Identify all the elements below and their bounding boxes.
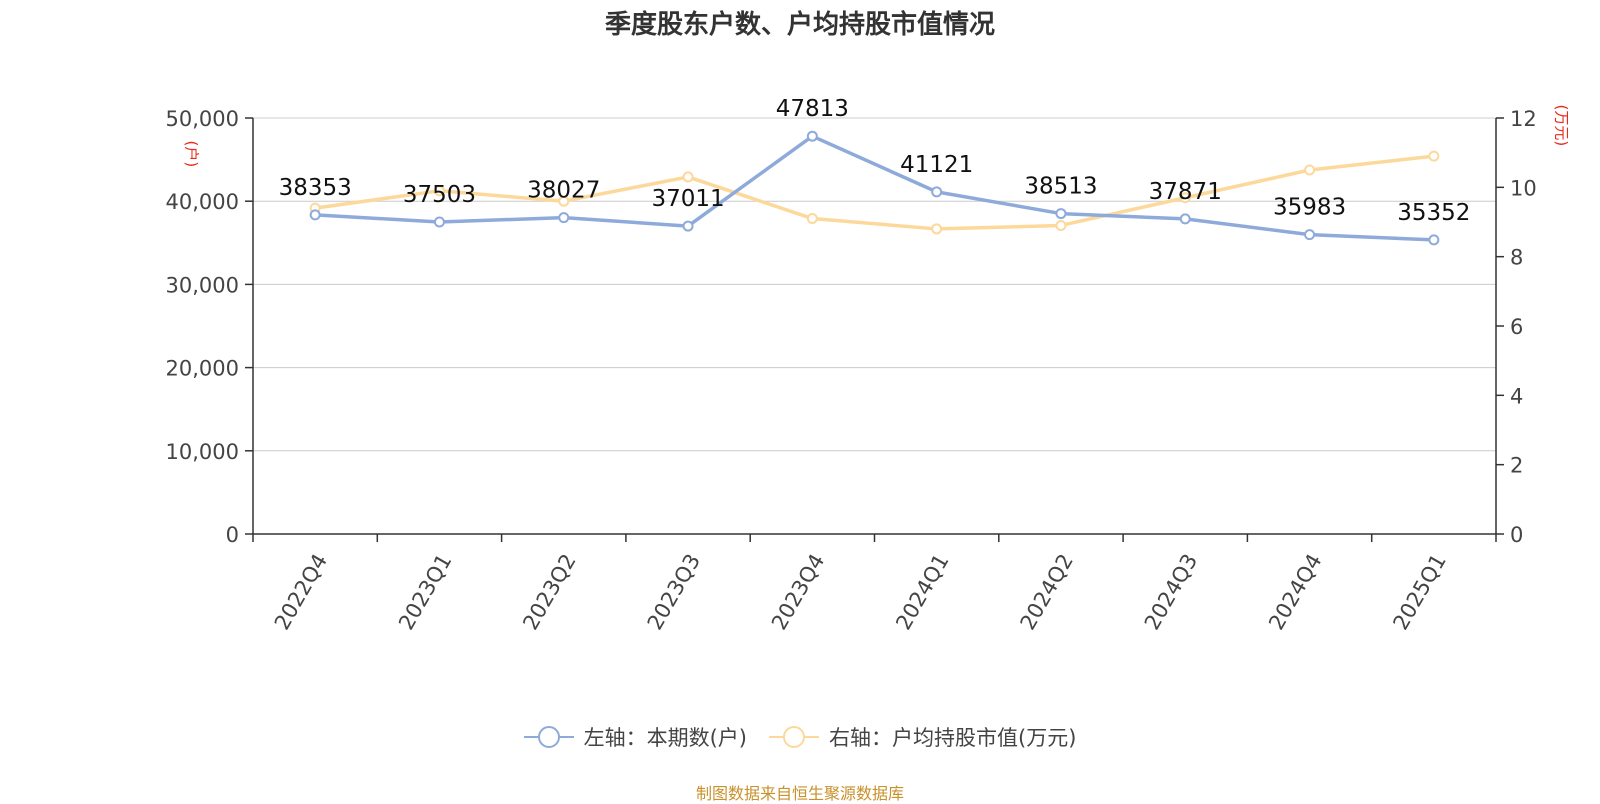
left-series-point bbox=[309, 209, 321, 221]
grid-lines bbox=[253, 117, 1496, 452]
left-axis-tick-label: 30,000 bbox=[166, 273, 239, 297]
data-label: 37503 bbox=[403, 182, 476, 208]
data-label: 37871 bbox=[1149, 179, 1222, 205]
x-axis-tick-label: 2023Q2 bbox=[518, 550, 580, 634]
data-source: 制图数据来自恒生聚源数据库 bbox=[695, 784, 904, 803]
data-label: 37011 bbox=[651, 186, 724, 212]
data-label: 38353 bbox=[279, 175, 352, 201]
x-axis-tick-label: 2023Q4 bbox=[767, 550, 829, 634]
left-axis-tick-label: 10,000 bbox=[166, 440, 239, 464]
left-axis-tick-label: 0 bbox=[226, 523, 239, 547]
x-axis-tick-label: 2023Q1 bbox=[394, 550, 456, 634]
right-axis-tick-label: 4 bbox=[1510, 384, 1523, 408]
data-label: 35983 bbox=[1273, 195, 1346, 221]
right-series-point bbox=[1055, 219, 1067, 231]
right-series-point bbox=[1304, 164, 1316, 176]
x-axis-tick-label: 2024Q1 bbox=[891, 550, 953, 634]
chart-title: 季度股东户数、户均持股市值情况 bbox=[604, 10, 995, 40]
right-series-line bbox=[314, 154, 1435, 231]
legend-right-symbol bbox=[769, 726, 819, 748]
legend-right-label: 右轴：户均持股市值(万元) bbox=[829, 726, 1077, 750]
left-axis-tick-label: 50,000 bbox=[166, 107, 239, 131]
chart-plot: 0 10,000 20,000 30,000 40,000 50,000 0 2 4 6 8 10 12… bbox=[166, 96, 1537, 634]
x-axis-tick-label: 2025Q1 bbox=[1388, 550, 1450, 634]
legend-left-label: 左轴：本期数(户) bbox=[583, 726, 747, 750]
series-layer bbox=[309, 130, 1440, 246]
right-axis-tick-label: 10 bbox=[1510, 176, 1537, 200]
x-axis-tick-label: 2023Q3 bbox=[643, 550, 705, 634]
right-series-point bbox=[1179, 192, 1191, 204]
legend-item-left-series[interactable]: 左轴：本期数(户) bbox=[523, 722, 747, 752]
right-axis-tick-label: 8 bbox=[1510, 246, 1523, 270]
x-axis-tick-label: 2024Q4 bbox=[1264, 550, 1326, 634]
data-label: 35352 bbox=[1397, 200, 1470, 226]
legend: 左轴：本期数(户) 右轴：户均持股市值(万元) bbox=[0, 722, 1600, 752]
right-axis-tick-label: 2 bbox=[1510, 454, 1523, 478]
data-label: 38027 bbox=[527, 178, 600, 204]
right-series-point bbox=[682, 171, 694, 183]
left-series-point bbox=[1055, 208, 1067, 220]
right-axis-tick-label: 0 bbox=[1510, 523, 1523, 547]
data-label: 41121 bbox=[900, 152, 973, 178]
left-series-point bbox=[682, 220, 694, 232]
legend-item-right-series[interactable]: 右轴：户均持股市值(万元) bbox=[769, 722, 1076, 752]
left-series-point bbox=[433, 216, 445, 228]
left-axis-tick-label: 40,000 bbox=[166, 190, 239, 214]
right-series-point bbox=[806, 213, 818, 225]
left-series-line bbox=[315, 134, 1434, 242]
data-labels: 38353 37503 38027 37011 47813 41121 38513 37871… bbox=[279, 96, 1471, 226]
left-series-point bbox=[806, 130, 818, 142]
data-label: 47813 bbox=[776, 96, 849, 122]
right-series-point bbox=[1428, 150, 1440, 162]
left-series-point bbox=[1428, 234, 1440, 246]
right-series-point bbox=[433, 185, 445, 197]
legend-left-symbol bbox=[523, 726, 574, 748]
x-axis-tick-label: 2024Q2 bbox=[1016, 550, 1078, 634]
data-label: 38513 bbox=[1024, 174, 1097, 200]
left-axis-tick-label: 20,000 bbox=[166, 357, 239, 381]
left-series-point bbox=[931, 186, 943, 198]
left-series-point bbox=[1304, 229, 1316, 241]
right-axis-tick-label: 12 bbox=[1510, 107, 1537, 131]
x-axis-tick-label: 2024Q3 bbox=[1140, 550, 1202, 634]
x-axis-tick-label: 2022Q4 bbox=[270, 550, 332, 634]
right-axis-tick-label: 6 bbox=[1510, 315, 1523, 339]
right-series-point bbox=[931, 223, 943, 235]
left-series-point bbox=[558, 212, 570, 224]
axes: 0 10,000 20,000 30,000 40,000 50,000 0 2 4 6 8 10 12… bbox=[166, 107, 1537, 634]
left-series-point bbox=[1179, 213, 1191, 225]
right-series-point bbox=[558, 195, 570, 207]
